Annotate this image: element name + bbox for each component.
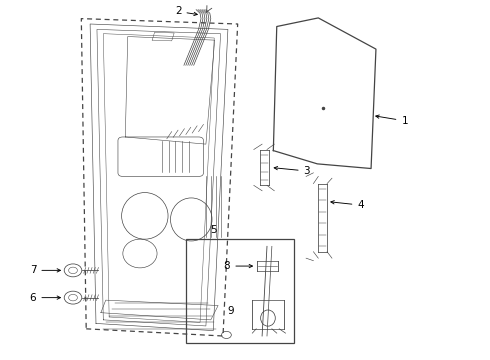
Text: 1: 1 [376,115,408,126]
Text: 2: 2 [175,6,197,17]
Bar [186,239,294,343]
Text: 6: 6 [30,293,60,303]
Text: 7: 7 [30,265,60,275]
Text: 8: 8 [224,261,252,271]
Text: 9: 9 [227,306,234,316]
Text: 3: 3 [274,166,310,176]
Text: 4: 4 [331,200,364,210]
Text: 5: 5 [210,225,217,235]
